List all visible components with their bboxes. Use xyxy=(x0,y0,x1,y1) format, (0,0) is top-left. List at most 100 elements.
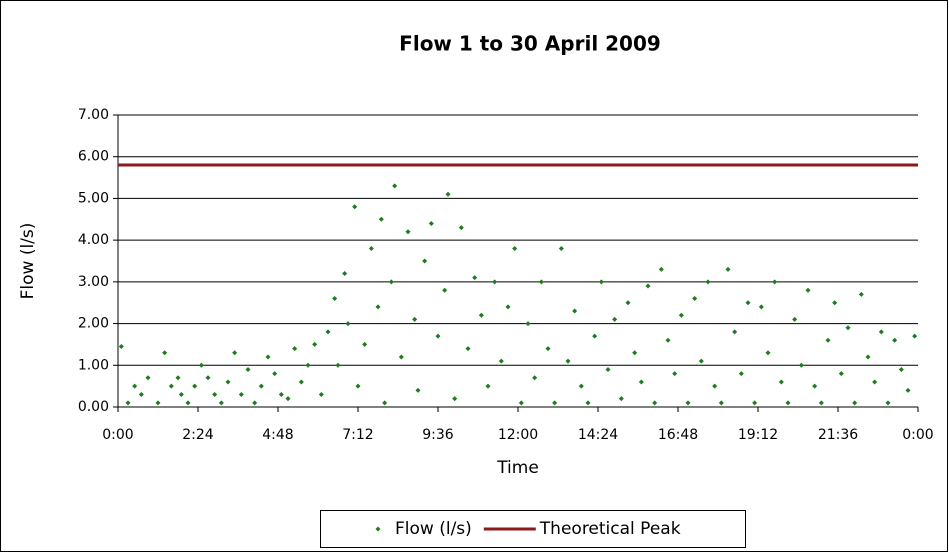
x-tick-label: 2:24 xyxy=(182,427,214,443)
scatter-point xyxy=(645,283,651,289)
scatter-point xyxy=(558,245,564,251)
scatter-point xyxy=(362,341,368,347)
scatter-point xyxy=(225,379,231,385)
scatter-point xyxy=(422,258,428,264)
scatter-point xyxy=(825,337,831,343)
y-axis-title: Flow (l/s) xyxy=(18,223,38,300)
scatter-point xyxy=(218,400,224,406)
scatter-point xyxy=(378,216,384,222)
scatter-point xyxy=(872,379,878,385)
scatter-point xyxy=(312,341,318,347)
scatter-point xyxy=(445,191,451,197)
scatter-point xyxy=(898,366,904,372)
scatter-point xyxy=(305,362,311,368)
scatter-point xyxy=(758,304,764,310)
scatter-point xyxy=(512,245,518,251)
scatter-point xyxy=(175,375,181,381)
scatter-point xyxy=(392,183,398,189)
scatter-point xyxy=(415,387,421,393)
scatter-point xyxy=(572,308,578,314)
scatter-point xyxy=(818,400,824,406)
scatter-point xyxy=(252,400,258,406)
scatter-point xyxy=(638,379,644,385)
x-tick-label: 0:00 xyxy=(902,427,933,443)
x-tick-label: 12:00 xyxy=(498,427,538,443)
scatter-point xyxy=(505,304,511,310)
scatter-point xyxy=(592,333,598,339)
scatter-point xyxy=(472,275,478,281)
legend-label: Theoretical Peak xyxy=(539,519,681,539)
scatter-point xyxy=(355,383,361,389)
scatter-point xyxy=(492,279,498,285)
scatter-point xyxy=(132,383,138,389)
scatter-point xyxy=(145,375,151,381)
scatter-point xyxy=(405,229,411,235)
scatter-point xyxy=(138,391,144,397)
x-tick-label: 21:36 xyxy=(818,427,858,443)
scatter-point xyxy=(545,346,551,352)
scatter-point xyxy=(685,400,691,406)
legend-label: Flow (l/s) xyxy=(395,519,472,539)
scatter-point xyxy=(605,366,611,372)
scatter-point xyxy=(865,354,871,360)
scatter-point xyxy=(325,329,331,335)
scatter-point xyxy=(125,400,131,406)
scatter-point xyxy=(845,325,851,331)
scatter-point xyxy=(525,321,531,327)
scatter-point xyxy=(212,391,218,397)
scatter-point xyxy=(812,383,818,389)
scatter-point xyxy=(185,400,191,406)
scatter-point xyxy=(292,346,298,352)
y-tick-label: 5.00 xyxy=(78,190,109,206)
scatter-point xyxy=(335,362,341,368)
scatter-point xyxy=(538,279,544,285)
scatter-point xyxy=(118,344,124,350)
scatter-point xyxy=(578,383,584,389)
scatter-point xyxy=(205,375,211,381)
scatter-point xyxy=(665,337,671,343)
scatter-point xyxy=(712,383,718,389)
y-tick-label: 3.00 xyxy=(78,274,109,290)
scatter-point xyxy=(192,383,198,389)
scatter-point xyxy=(238,391,244,397)
scatter-point xyxy=(565,358,571,364)
scatter-point xyxy=(318,391,324,397)
scatter-point xyxy=(705,279,711,285)
scatter-point xyxy=(265,354,271,360)
scatter-point xyxy=(732,329,738,335)
scatter-point xyxy=(692,296,698,302)
scatter-point xyxy=(725,266,731,272)
scatter-point xyxy=(892,337,898,343)
scatter-point xyxy=(458,225,464,231)
scatter-point xyxy=(258,383,264,389)
x-tick-label: 19:12 xyxy=(738,427,778,443)
scatter-point xyxy=(485,383,491,389)
scatter-point xyxy=(772,279,778,285)
scatter-point xyxy=(785,400,791,406)
scatter-point xyxy=(435,333,441,339)
y-tick-label: 1.00 xyxy=(78,357,109,373)
scatter-point xyxy=(465,346,471,352)
scatter-point xyxy=(838,371,844,377)
scatter-point xyxy=(672,371,678,377)
scatter-point xyxy=(368,245,374,251)
scatter-point xyxy=(498,358,504,364)
scatter-point xyxy=(155,400,161,406)
chart-title: Flow 1 to 30 April 2009 xyxy=(399,32,661,56)
legend-swatch xyxy=(375,526,381,532)
scatter-point xyxy=(162,350,168,356)
scatter-point xyxy=(168,383,174,389)
x-tick-label: 0:00 xyxy=(102,427,133,443)
scatter-point xyxy=(718,400,724,406)
y-tick-label: 0.00 xyxy=(78,399,109,415)
scatter-point xyxy=(752,400,758,406)
x-tick-label: 14:24 xyxy=(578,427,618,443)
scatter-point xyxy=(375,304,381,310)
scatter-point xyxy=(388,279,394,285)
scatter-point xyxy=(442,287,448,293)
scatter-point xyxy=(345,321,351,327)
scatter-point xyxy=(652,400,658,406)
scatter-point xyxy=(852,400,858,406)
scatter-point xyxy=(858,291,864,297)
